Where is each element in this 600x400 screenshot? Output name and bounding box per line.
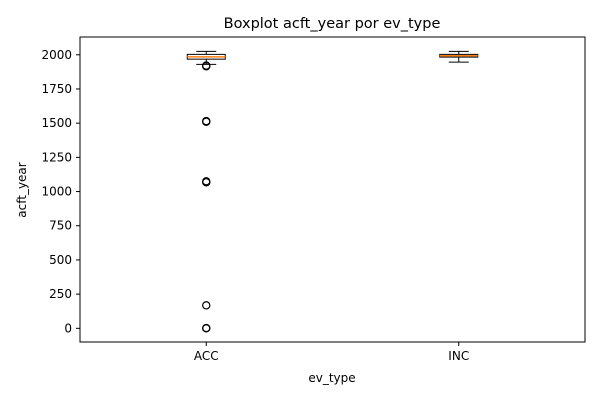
y-tick-label: 750 xyxy=(49,219,72,233)
x-tick-label: INC xyxy=(448,349,469,363)
box-inc xyxy=(439,50,479,63)
outlier-point xyxy=(202,323,211,333)
y-tick-label: 1250 xyxy=(41,150,72,164)
outlier-point xyxy=(202,177,211,186)
y-tick-label: 250 xyxy=(49,287,72,301)
y-tick-label: 0 xyxy=(64,321,72,335)
x-axis-label: ev_type xyxy=(308,371,355,385)
axes-frame xyxy=(79,36,586,343)
x-axis: ACC INC xyxy=(194,342,469,363)
y-axis: 0 250 500 750 1000 1250 1500 1750 2000 xyxy=(41,48,80,335)
outlier-point xyxy=(202,116,211,126)
y-tick-label: 500 xyxy=(49,253,72,267)
chart-title: Boxplot acft_year por ev_type xyxy=(224,16,441,32)
outlier-point xyxy=(202,301,211,310)
boxes-group xyxy=(186,50,479,333)
y-axis-label: acft_year xyxy=(15,162,29,218)
box-acc xyxy=(186,50,226,333)
y-tick-label: 1500 xyxy=(41,116,72,130)
y-tick-label: 1000 xyxy=(41,185,72,199)
y-tick-label: 1750 xyxy=(41,82,72,96)
outlier-point xyxy=(202,61,211,70)
y-tick-label: 2000 xyxy=(41,48,72,62)
plot-area: 0 250 500 750 1000 1250 1500 1750 2000 ACC INC xyxy=(41,36,586,363)
x-tick-label: ACC xyxy=(194,349,219,363)
